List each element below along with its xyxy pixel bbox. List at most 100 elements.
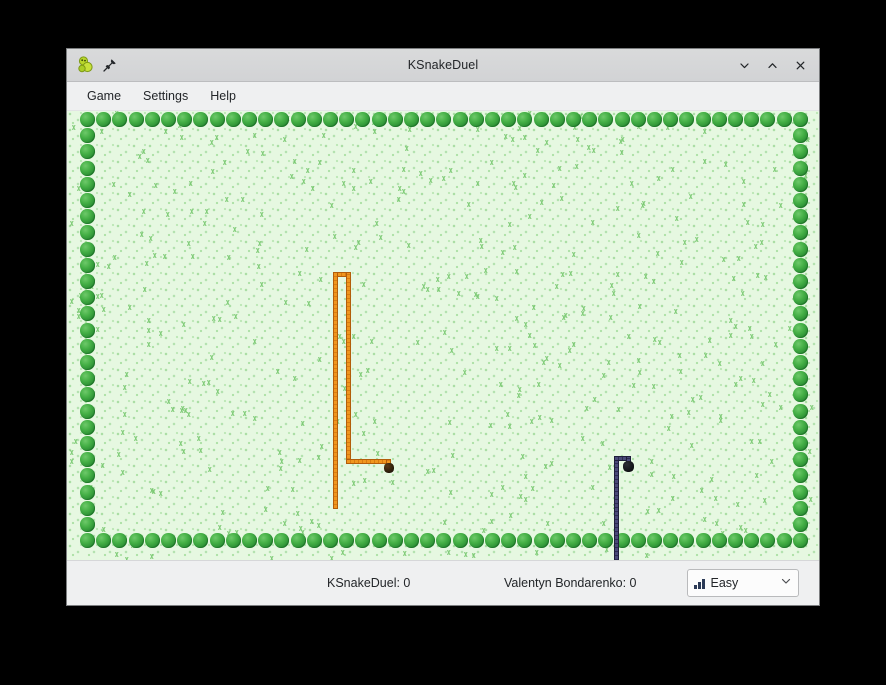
grass-tuft [806,497,815,502]
bar-chart-icon [694,578,705,589]
border-bush [420,533,436,549]
grass-tuft [582,406,591,411]
grass-tuft [399,167,408,172]
grass-tuft [366,179,375,184]
grass-tuft [473,127,482,132]
grass-tuft [303,168,312,173]
grass-tuft [253,248,262,253]
border-bush [792,128,808,144]
border-bush [80,209,95,225]
grass-tuft [228,411,237,416]
grass-tuft [498,485,507,490]
grass-tuft [205,467,214,472]
border-bush [80,419,95,435]
title-bar[interactable]: KSnakeDuel [67,49,819,82]
grass-tuft [224,255,233,260]
menu-item-settings[interactable]: Settings [143,89,189,103]
game-board-area[interactable] [67,111,819,560]
grass-tuft [290,159,299,164]
border-bush [679,112,695,127]
grass-tuft [590,397,599,402]
grass-tuft [588,220,597,225]
grass-tuft [184,412,193,417]
border-bush [549,533,565,549]
grass-tuft [649,384,658,389]
grass-tuft [444,550,453,555]
grass-tuft [578,436,587,441]
border-bush [663,533,679,549]
border-bush [387,533,403,549]
border-bush [339,112,355,127]
grass-tuft [716,414,725,419]
grass-tuft [400,551,409,556]
border-bush [533,533,549,549]
grass-tuft [98,463,107,468]
maximize-button[interactable] [759,53,785,77]
border-bush [144,112,160,127]
border-bush [290,533,306,549]
grass-tuft [578,311,587,316]
border-bush [404,112,419,127]
grass-tuft [209,316,218,321]
grass-tuft [429,468,438,473]
grass-tuft [618,137,627,142]
grass-tuft [143,158,152,163]
application-window: KSnakeDuel Game Settings Help [66,48,820,606]
border-bush [420,112,436,127]
grass-tuft [69,125,78,130]
grass-tuft [181,408,190,413]
grass-tuft [317,444,326,449]
grass-tuft [508,137,517,142]
grass-tuft [569,252,578,257]
grass-tuft [525,214,534,219]
grass-tuft [405,127,414,132]
grass-tuft [178,406,187,411]
grass-tuft [521,474,530,479]
grass-tuft [139,209,148,214]
grass-tuft [565,348,574,353]
grass-tuft [293,511,302,516]
grass-tuft [230,227,239,232]
grass-tuft [184,241,193,246]
grass-tuft [351,245,360,250]
grass-tuft [731,324,740,329]
grass-tuft [314,523,323,528]
grass-tuft [525,333,534,338]
grass-tuft [736,525,745,530]
border-bush [290,112,306,127]
border-bush [792,533,808,549]
grass-tuft [716,418,725,423]
border-bush [792,290,808,306]
grass-tuft [354,240,363,245]
grass-tuft [263,486,272,491]
grass-tuft [487,492,496,497]
grass-tuft [295,271,304,276]
grass-tuft [146,236,155,241]
grass-tuft [188,254,197,259]
grass-tuft [298,421,307,426]
border-bush [663,112,679,127]
grass-tuft [277,459,286,464]
grass-tuft [114,452,123,457]
grass-tuft [125,305,134,310]
grass-tuft [643,509,652,514]
border-bush [517,533,533,549]
grass-tuft [187,209,196,214]
close-button[interactable] [787,53,813,77]
grass-tuft [557,196,566,201]
grass-tuft [144,342,153,347]
grass-tuft [150,253,159,258]
game-board[interactable] [67,111,819,560]
pushpin-icon[interactable] [103,58,117,72]
menu-item-help[interactable]: Help [210,89,236,103]
grass-tuft [609,291,618,296]
grass-tuft [376,235,385,240]
menu-item-game[interactable]: Game [87,89,122,103]
minimize-button[interactable] [731,53,757,77]
grass-tuft [212,135,221,140]
menu-bar: Game Settings Help [67,82,819,111]
grass-tuft [215,317,224,322]
difficulty-select[interactable]: Easy [687,569,799,597]
grass-tuft [671,309,680,314]
grass-tuft [250,416,259,421]
